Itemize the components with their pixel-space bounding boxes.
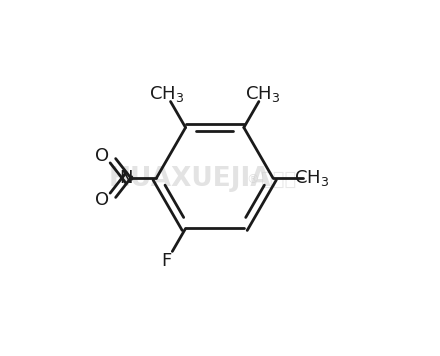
- Text: N: N: [120, 169, 133, 187]
- Text: ®: ®: [246, 173, 259, 185]
- Text: HUAXUEJIA: HUAXUEJIA: [109, 166, 271, 192]
- Text: CH$_3$: CH$_3$: [149, 84, 184, 104]
- Text: CH$_3$: CH$_3$: [294, 168, 329, 188]
- Text: F: F: [161, 252, 172, 270]
- Text: CH$_3$: CH$_3$: [246, 84, 281, 104]
- Text: O: O: [95, 191, 110, 209]
- Text: 化学加: 化学加: [260, 169, 296, 189]
- Text: O: O: [95, 147, 110, 165]
